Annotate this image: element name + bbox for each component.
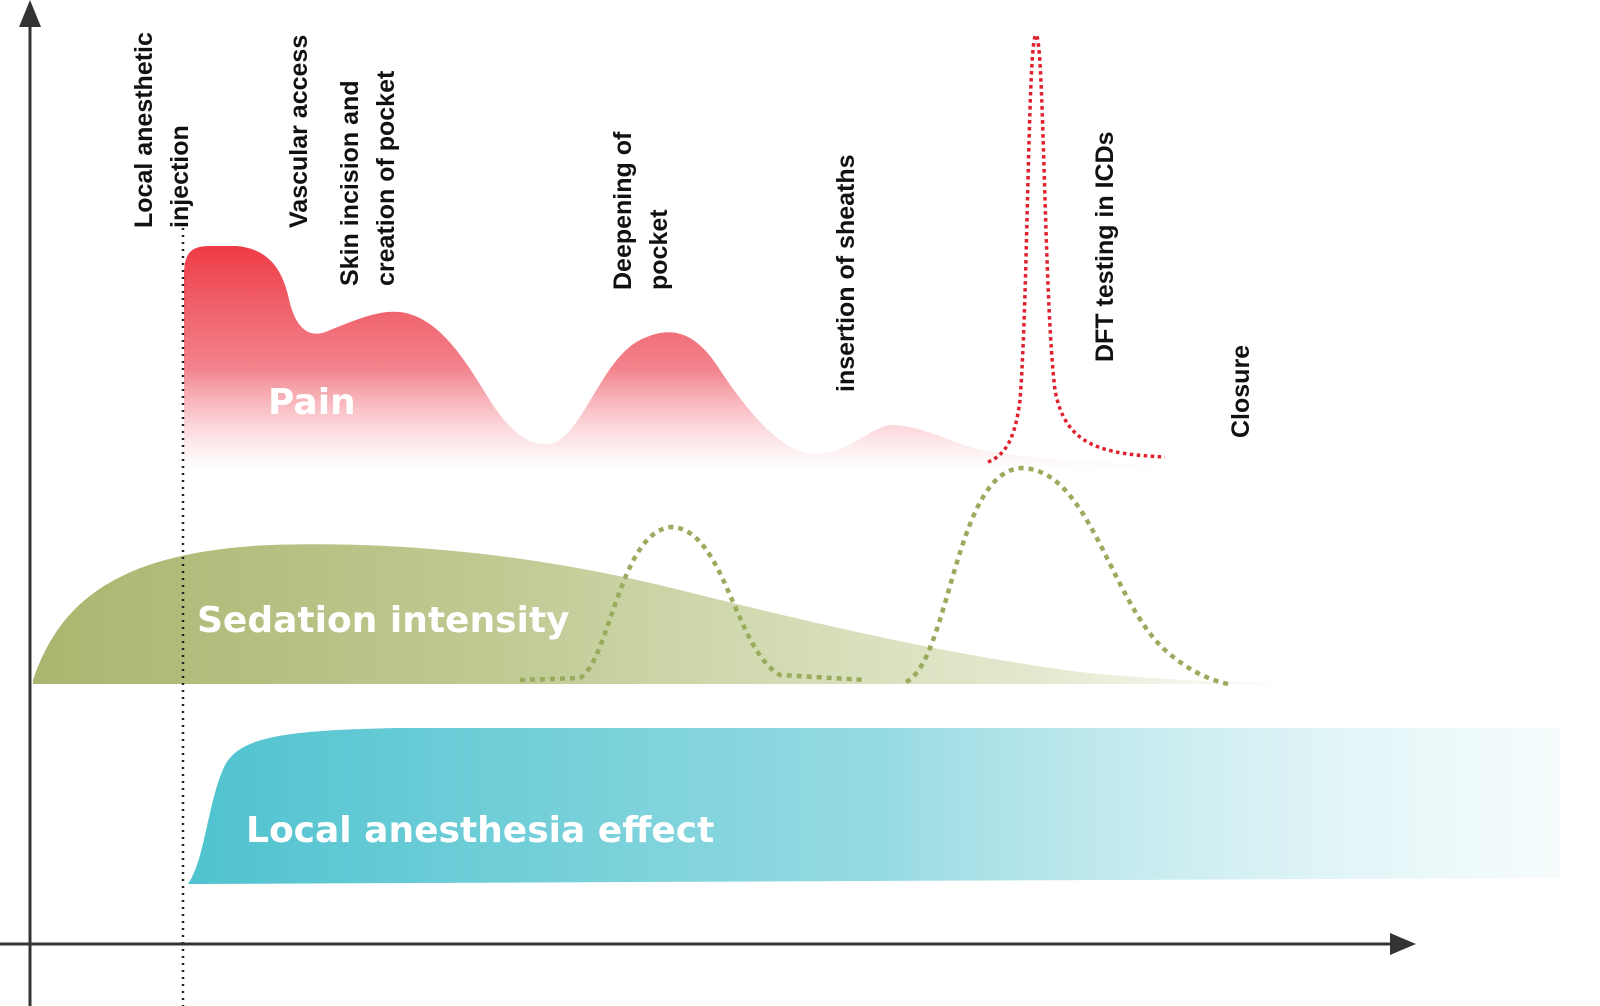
step-label-dft-testing: DFT testing in ICDs [1091,131,1119,362]
procedure-step-labels: Local anesthetic injection Vascular access… [130,32,1255,438]
step-label-deepening-of-pocket-line-1: Deepening of [609,131,637,290]
step-label-local-anesthetic-injection-line-1: Local anesthetic [130,32,158,228]
sedation-dotted-bump-deepening [519,524,867,683]
step-label-skin-incision-line-1: Skin incision and [336,80,364,286]
local-anesthesia-effect-label: Local anesthesia effect [246,810,714,851]
step-label-skin-incision-line-2: creation of pocket [372,70,400,286]
step-label-insertion-of-sheaths: insertion of sheaths [832,154,860,392]
dft-testing-pain-spike [987,33,1166,464]
local-anesthesia-effect-area [188,728,1560,884]
sedation-intensity-label: Sedation intensity [197,600,570,641]
pain-label: Pain [268,382,356,423]
step-label-deepening-of-pocket-line-2: pocket [645,209,673,290]
pain-area [184,246,1260,470]
step-label-local-anesthetic-injection-line-2: injection [166,125,194,228]
sedation-intensity-area [33,544,1380,684]
step-label-vascular-access: Vascular access [285,35,313,228]
sedation-dotted-bump-dft [904,465,1229,687]
step-label-closure: Closure [1227,345,1255,438]
x-axis-arrowhead [1390,933,1416,955]
y-axis-arrowhead [19,0,41,27]
